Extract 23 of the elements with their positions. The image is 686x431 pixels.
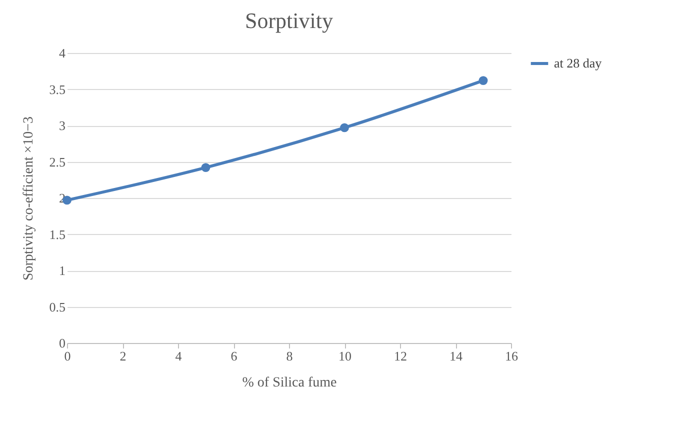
x-axis-title: % of Silica fume bbox=[242, 376, 337, 390]
y-tick-label: 2.5 bbox=[49, 154, 66, 170]
y-tick-label: 1 bbox=[59, 263, 66, 278]
y-tick-label: 1.5 bbox=[49, 226, 66, 242]
y-tick-label: 4 bbox=[59, 46, 66, 60]
x-tick-label: 12 bbox=[394, 348, 407, 364]
point bbox=[201, 163, 210, 172]
y-tick-label: 3 bbox=[59, 118, 66, 133]
y-tick-label: 0 bbox=[59, 336, 66, 350]
point bbox=[340, 123, 349, 132]
x-tick-label: 14 bbox=[450, 348, 463, 364]
x-tick-label: 16 bbox=[505, 348, 518, 364]
point bbox=[478, 76, 488, 86]
x-tick-label: 2 bbox=[120, 348, 126, 364]
y-axis-title: Sorptivity co-efficient ×10−3 bbox=[21, 116, 36, 281]
chart-title: Sorptivity bbox=[244, 8, 334, 33]
x-tick-label: 8 bbox=[286, 348, 293, 364]
x-tick-label: 6 bbox=[230, 348, 238, 364]
legend-label: at 28 day bbox=[554, 56, 602, 70]
y-tick-label: 0.5 bbox=[49, 299, 66, 314]
x-tick-label: 10 bbox=[338, 348, 352, 364]
y-tick-label: 3.5 bbox=[49, 82, 66, 97]
x-tick-label: 4 bbox=[175, 348, 182, 364]
